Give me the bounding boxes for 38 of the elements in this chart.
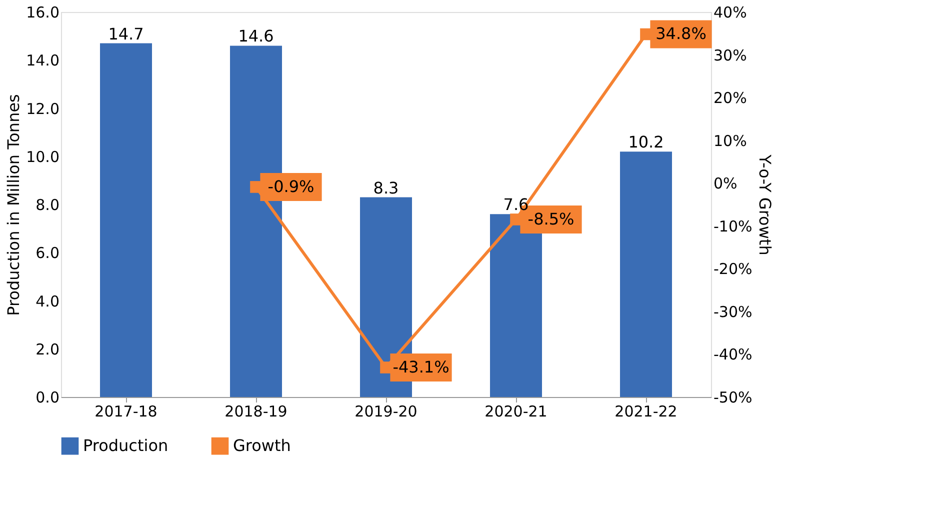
y2-tick-label: -50%: [714, 388, 752, 406]
y2-tick-label: 10%: [714, 132, 747, 150]
y2-axis-title: Y-o-Y Growth: [755, 154, 774, 256]
x-tick-label: 2021-22: [614, 402, 678, 420]
data-label: 14.7: [108, 24, 144, 44]
y2-tick-label: 40%: [714, 4, 747, 22]
x-tick-label: 2017-18: [94, 402, 158, 420]
y2-tick-label: 30%: [714, 46, 747, 64]
y-tick-label: 6.0: [36, 244, 60, 262]
legend-label: Production: [83, 436, 168, 456]
y2-tick-label: -40%: [714, 346, 752, 364]
y-tick-label: 12.0: [26, 100, 60, 118]
y2-tick-label: -30%: [714, 302, 752, 321]
y2-tick-label: -20%: [714, 260, 752, 278]
y-tick-label: 0.0: [36, 388, 60, 406]
y-tick-label: 2.0: [36, 340, 60, 358]
y-tick-label: 16.0: [26, 4, 60, 22]
y-tick-label: 10.0: [26, 148, 60, 166]
y2-tick-label: 20%: [714, 89, 747, 108]
y-axis-title: Production in Million Tonnes: [4, 94, 24, 316]
y2-tick-label: 0%: [714, 174, 738, 193]
data-label: 8.3: [373, 178, 399, 198]
data-label: -0.9%: [268, 176, 314, 196]
x-tick-label: 2018-19: [224, 402, 288, 420]
data-label: 34.8%: [656, 24, 706, 44]
y-tick-label: 4.0: [36, 292, 60, 310]
y-tick-label: 14.0: [26, 52, 60, 70]
x-tick-label: 2019-20: [354, 402, 418, 420]
data-label: 10.2: [628, 132, 664, 152]
data-label: -43.1%: [392, 357, 450, 376]
bar: [100, 43, 152, 397]
x-tick-label: 2020-21: [484, 402, 548, 420]
legend-label: Growth: [233, 436, 291, 456]
y2-tick-label: -10%: [714, 217, 752, 236]
y-tick-label: 8.0: [36, 196, 60, 214]
data-label: 14.6: [238, 26, 274, 46]
data-label: -8.5%: [528, 209, 574, 228]
bar: [620, 152, 672, 397]
